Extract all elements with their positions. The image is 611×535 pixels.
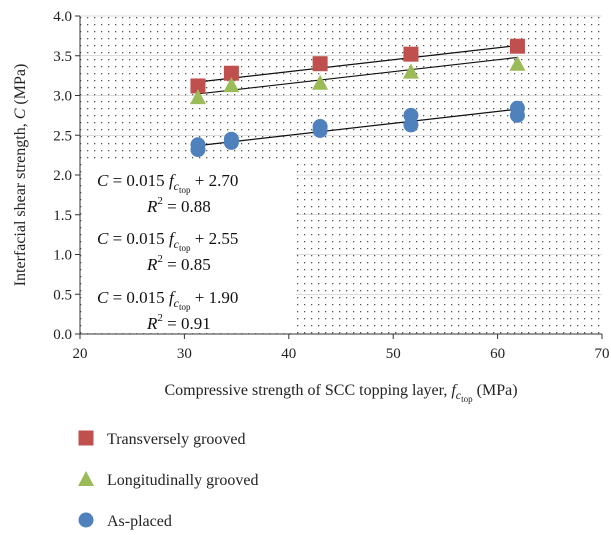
x-label-variable: f [451, 382, 458, 399]
tick-labels: 20 30 40 50 60 70 0.0 0.5 1.0 1.5 2.0 2.5 3.0 3.5 4.0 [53, 9, 609, 362]
equation-subscript: c [174, 237, 180, 251]
x-label-text: Compressive strength of SCC topping laye… [164, 382, 451, 399]
y-label-variable: C [12, 108, 29, 119]
y-label-unit: (MPa) [12, 64, 29, 109]
legend-marker [78, 430, 94, 446]
r-squared-text: R2 = 0.85 [146, 253, 211, 274]
trend-lines [197, 44, 518, 147]
x-tick-label: 30 [177, 346, 192, 362]
equation-variable: C [97, 171, 109, 190]
equation-subscript: top [179, 302, 191, 312]
data-point [223, 65, 239, 81]
data-point [402, 63, 419, 79]
r-squared-superscript: 2 [157, 253, 163, 265]
data-point [312, 56, 328, 72]
legend-label: Longitudinally grooved [107, 472, 259, 489]
r-squared-text: R2 = 0.91 [146, 312, 211, 333]
legend-item: As-placed [78, 512, 172, 530]
equation-variable: f [169, 229, 176, 248]
data-point [189, 89, 206, 105]
data-point [509, 55, 526, 71]
x-tick-label: 20 [73, 346, 88, 362]
data-point [223, 77, 240, 93]
x-axis-label: Compressive strength of SCC topping laye… [164, 382, 517, 404]
data-point [312, 74, 329, 90]
r-squared-value: = 0.91 [163, 314, 211, 333]
equation-part: = 0.015 [108, 288, 169, 307]
data-point [509, 38, 525, 54]
data-markers [189, 38, 526, 158]
legend-item: Transversely grooved [78, 430, 246, 448]
legend-item: Longitudinally grooved [78, 471, 259, 489]
y-tick-label: 0.5 [53, 287, 72, 303]
legend-label: Transversely grooved [107, 431, 246, 448]
r-squared-label: R [146, 314, 158, 333]
equation-part: = 0.015 [108, 229, 169, 248]
trend-line [197, 56, 518, 95]
y-tick-label: 1.0 [53, 248, 72, 264]
equation-subscript: c [174, 179, 180, 193]
r-squared-superscript: 2 [157, 312, 163, 324]
y-tick-label: 1.5 [53, 208, 72, 224]
data-point [312, 119, 328, 135]
data-point [509, 100, 525, 116]
x-tick-label: 50 [386, 346, 401, 362]
data-point [223, 131, 239, 147]
y-axis-label: Interfacial shear strength, C (MPa) [12, 64, 29, 287]
y-tick-label: 0.0 [53, 327, 72, 343]
y-tick-label: 2.0 [53, 168, 72, 184]
equation-box [82, 160, 296, 222]
data-point [403, 107, 419, 123]
equation-subscript: top [179, 185, 191, 195]
r-squared-label: R [146, 255, 158, 274]
x-tick-label: 60 [490, 346, 505, 362]
r-squared-value: = 0.85 [163, 255, 211, 274]
equation-box [82, 283, 296, 333]
equation-subscript: top [179, 243, 191, 253]
equation-part: = 0.015 [108, 171, 169, 190]
equation-text: C = 0.015 fctop + 2.55 [97, 229, 238, 253]
r-squared-superscript: 2 [157, 195, 163, 207]
y-tick-label: 3.5 [53, 49, 72, 65]
x-label-subscript: c [456, 388, 462, 402]
equation-variable: C [97, 288, 109, 307]
data-point [190, 137, 206, 153]
equation-part: + 2.55 [191, 229, 239, 248]
y-tick-label: 3.0 [53, 89, 72, 105]
equation-variable: f [169, 288, 176, 307]
trend-line [197, 108, 518, 147]
equation-variable: f [169, 171, 176, 190]
legend-label: As-placed [107, 513, 172, 530]
y-tick-label: 4.0 [53, 9, 72, 25]
legend: Transversely grooved Longitudinally groov… [78, 430, 259, 530]
y-label-text: Interfacial shear strength, [12, 119, 29, 286]
data-point [190, 78, 206, 94]
legend-marker [78, 471, 94, 486]
r-squared-value: = 0.88 [163, 197, 211, 216]
equation-boxes [82, 160, 296, 333]
x-label-subscript: top [461, 394, 473, 404]
legend-marker [78, 512, 94, 528]
equation-box [82, 225, 296, 280]
x-tick-label: 70 [595, 346, 610, 362]
r-squared-label: R [146, 197, 158, 216]
trend-line [197, 44, 518, 83]
y-tick-label: 2.5 [53, 128, 72, 144]
equation-text: C = 0.015 fctop + 1.90 [97, 288, 238, 312]
equation-part: + 2.70 [191, 171, 239, 190]
data-point [403, 46, 419, 62]
equation-subscript: c [174, 296, 180, 310]
equation-text: C = 0.015 fctop + 2.70 [97, 171, 238, 195]
x-label-unit: (MPa) [473, 382, 518, 399]
equation-variable: C [97, 229, 109, 248]
x-tick-label: 40 [281, 346, 296, 362]
equation-part: + 1.90 [191, 288, 239, 307]
r-squared-text: R2 = 0.88 [146, 195, 211, 216]
